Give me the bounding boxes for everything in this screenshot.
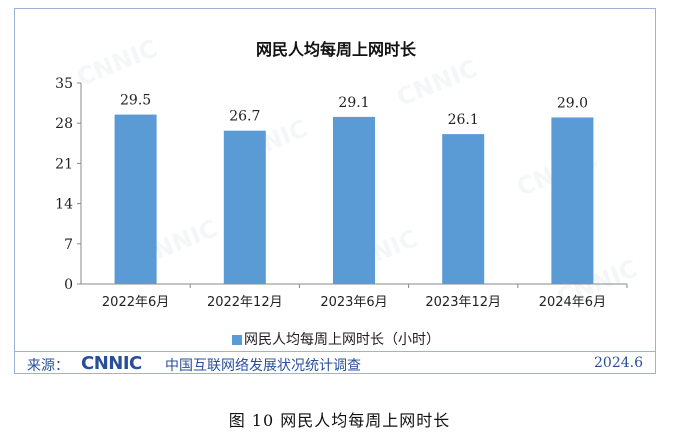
figure-caption: 图 10 网民人均每周上网时长 [228, 411, 451, 430]
x-tick-label: 2022年12月 [207, 295, 283, 310]
bar [551, 117, 594, 284]
x-tick-label: 2022年6月 [102, 295, 169, 310]
bar-value-label: 29.1 [338, 95, 369, 111]
x-tick-label: 2024年6月 [539, 295, 606, 310]
y-tick-label: 35 [55, 76, 73, 92]
x-tick-label: 2023年12月 [425, 295, 501, 310]
bar-value-label: 29.0 [557, 95, 588, 111]
cnnic-logo: CNNIC [81, 353, 142, 374]
source-bar: 来源： CNNIC 中国互联网络发展状况统计调查 2024.6 [15, 351, 655, 374]
legend: 网民人均每周上网时长（小时） [15, 329, 657, 349]
y-tick-label: 7 [64, 237, 73, 253]
bar-value-label: 26.1 [448, 112, 479, 128]
legend-label: 网民人均每周上网时长（小时） [244, 332, 440, 348]
chart-title: 网民人均每周上网时长 [255, 40, 416, 59]
y-tick-label: 28 [55, 116, 73, 132]
x-tick-label: 2023年6月 [320, 295, 387, 310]
bar-chart: 0 7 14 21 28 35 29.5 2022年6月 26.7 2022年12月 29.1 202… [55, 76, 628, 310]
y-tick-label: 0 [64, 277, 73, 293]
y-tick-label: 14 [55, 197, 73, 213]
bar [223, 130, 266, 284]
bar [114, 114, 157, 284]
bar-value-label: 29.5 [120, 93, 151, 109]
chart-frame: CNNIC CNNIC CNNIC CNNIC CNNIC CNNIC CNNI… [14, 8, 656, 374]
bar [442, 134, 485, 284]
source-label: 来源： [27, 358, 69, 374]
legend-swatch [232, 335, 242, 345]
source-date: 2024.6 [594, 355, 643, 371]
bar [333, 116, 375, 284]
y-tick-label: 21 [55, 156, 73, 172]
bar-value-label: 26.7 [229, 109, 260, 125]
source-description: 中国互联网络发展状况统计调查 [165, 358, 361, 374]
